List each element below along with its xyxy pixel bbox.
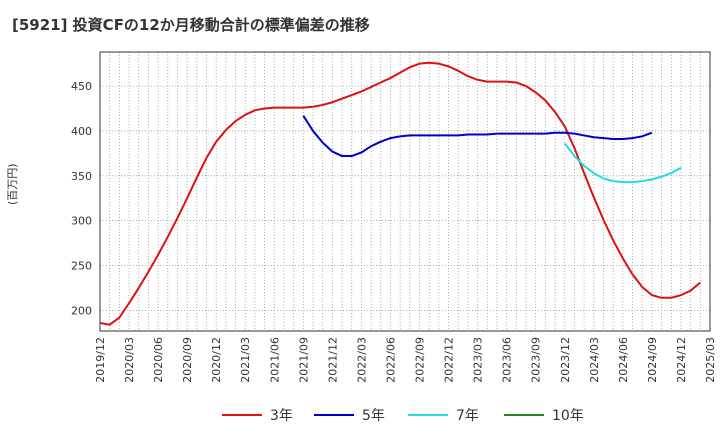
y-tick-label: 400 — [71, 125, 92, 138]
x-tick-label: 2024/12 — [675, 337, 688, 383]
x-tick-label: 2019/12 — [94, 337, 107, 383]
plot-border — [99, 51, 711, 332]
legend-label: 3年 — [270, 408, 293, 424]
chart-title: [5921] 投資CFの12か月移動合計の標準偏差の推移 — [12, 16, 370, 34]
x-tick-label: 2022/12 — [443, 337, 456, 383]
legend-label: 10年 — [552, 408, 584, 424]
series-line-5年 — [302, 115, 653, 158]
x-tick-label: 2024/03 — [588, 337, 601, 383]
legend-swatch — [222, 414, 262, 416]
x-tick-label: 2020/06 — [152, 337, 165, 383]
plot-area — [100, 52, 710, 331]
x-tick-label: 2023/09 — [530, 337, 543, 383]
chart-legend: 3年 5年 7年 10年 — [0, 403, 720, 427]
x-tick-label: 2023/06 — [501, 337, 514, 383]
x-tick-label: 2020/03 — [123, 337, 136, 383]
legend-item: 10年 — [504, 403, 584, 427]
x-tick-label: 2022/09 — [414, 337, 427, 383]
x-tick-label: 2023/03 — [472, 337, 485, 383]
x-tick-label: 2022/03 — [355, 337, 368, 383]
legend-swatch — [408, 414, 448, 416]
y-tick-label: 250 — [71, 260, 92, 273]
x-tick-label: 2024/09 — [646, 337, 659, 383]
legend-item: 3年 — [222, 403, 293, 427]
legend-item: 7年 — [408, 403, 479, 427]
series-line-3年 — [99, 61, 701, 326]
x-tick-label: 2022/06 — [384, 337, 397, 383]
x-tick-label: 2021/03 — [239, 337, 252, 383]
x-tick-label: 2021/09 — [297, 337, 310, 383]
x-tick-label: 2025/03 — [704, 337, 717, 383]
x-tick-label: 2023/12 — [559, 337, 572, 383]
x-tick-label: 2021/12 — [326, 337, 339, 383]
legend-item: 5年 — [314, 403, 385, 427]
y-tick-label: 300 — [71, 215, 92, 228]
x-tick-label: 2020/12 — [210, 337, 223, 383]
legend-swatch — [314, 414, 354, 416]
y-tick-label: 350 — [71, 170, 92, 183]
legend-swatch — [504, 414, 544, 416]
line-chart: 200 250 300 350 400 450 2019/12 2020/03 2020/06 2… — [71, 51, 717, 383]
series-line-7年 — [563, 142, 682, 184]
x-tick-label: 2021/06 — [268, 337, 281, 383]
y-tick-label: 450 — [71, 80, 92, 93]
y-tick-label: 200 — [71, 304, 92, 317]
x-tick-label: 2020/09 — [181, 337, 194, 383]
legend-label: 5年 — [362, 408, 385, 424]
legend-label: 7年 — [456, 408, 479, 424]
x-tick-label: 2024/06 — [617, 337, 630, 383]
